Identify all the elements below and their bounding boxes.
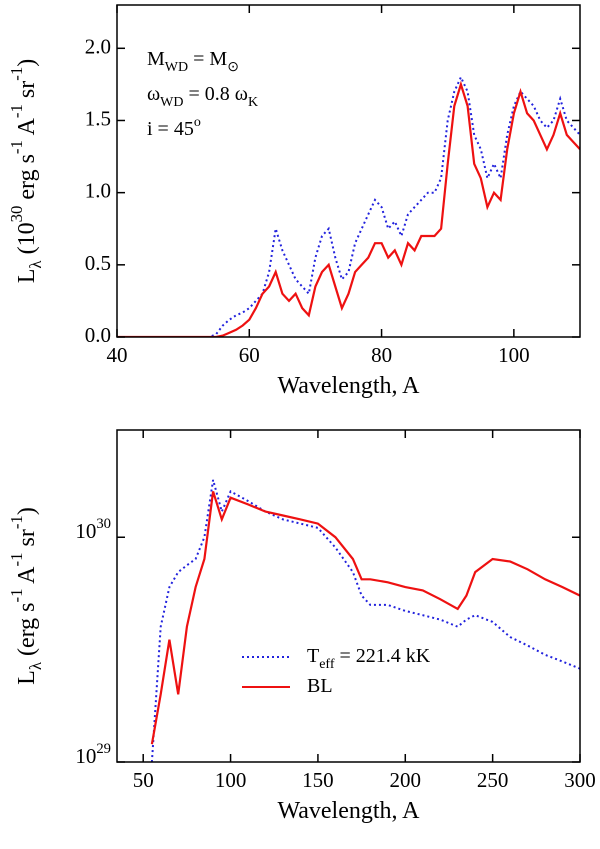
x-axis-label: Wavelength, A — [277, 798, 420, 824]
series-line — [117, 80, 580, 337]
legend-label: Teff = 221.4 kK — [307, 645, 431, 672]
y-tick-label: 1.0 — [85, 178, 111, 202]
series-line — [150, 479, 580, 762]
y-axis-label: Lλ (erg s-1 A-1 sr-1) — [7, 507, 45, 685]
y-tick-label: 1030 — [75, 517, 111, 543]
x-tick-label: 40 — [107, 343, 128, 367]
y-axis-label: Lλ (1030 erg s-1 A-1 sr-1) — [7, 59, 45, 283]
x-tick-label: 150 — [302, 768, 334, 792]
y-tick-label: 1.5 — [85, 106, 111, 130]
legend-label: BL — [307, 675, 333, 697]
panel: 50 100 150 200 250 300 1029 1030 Wavelength, A Lλ… — [7, 429, 596, 824]
x-tick-label: 200 — [390, 768, 422, 792]
x-tick-label: 60 — [239, 343, 260, 367]
x-tick-label: 80 — [371, 343, 392, 367]
y-tick-label: 1029 — [75, 741, 111, 767]
x-tick-label: 100 — [215, 768, 247, 792]
plot-frame — [116, 429, 581, 763]
series-line — [117, 74, 580, 337]
x-tick-label: 300 — [564, 768, 596, 792]
series-line — [150, 491, 580, 745]
y-tick-label: 0.0 — [85, 323, 111, 347]
x-tick-label: 250 — [477, 768, 509, 792]
annotation: i = 45o — [147, 115, 201, 140]
x-axis-label: Wavelength, A — [277, 373, 420, 399]
annotation: ωWD = 0.8 ωK — [147, 83, 258, 110]
y-tick-label: 0.5 — [85, 251, 111, 275]
y-tick-label: 2.0 — [85, 34, 111, 58]
annotation: MWD = M⊙ — [147, 48, 239, 75]
x-tick-label: 50 — [133, 768, 154, 792]
plot-frame — [116, 4, 581, 338]
panel: 40 60 80 100 0.0 0.5 1.0 1.5 2.0 Wavelength, A Lλ … — [7, 4, 581, 399]
x-tick-label: 100 — [498, 343, 530, 367]
